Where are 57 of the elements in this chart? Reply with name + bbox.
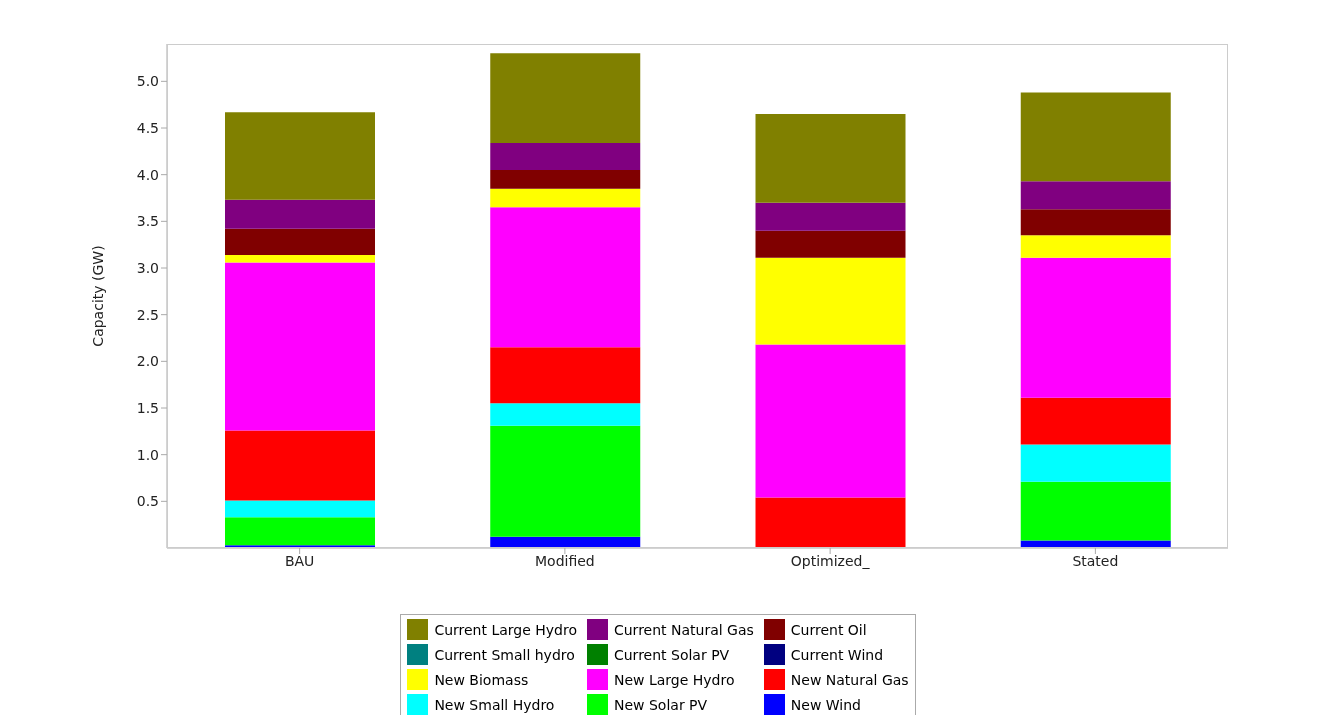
bar [225,199,375,229]
legend-label: Current Large Hydro [434,621,577,638]
bar [755,344,906,498]
y-tick-label: 1.5 [136,399,159,416]
bar [225,517,375,546]
y-tick-label: 3.5 [136,213,159,230]
legend-label: New Biomass [434,671,529,688]
bar [755,257,906,345]
bar [1020,235,1171,258]
bar [1020,92,1171,182]
legend-label: Current Wind [790,646,884,663]
bar [1020,444,1171,482]
legend-label: New Natural Gas [790,671,909,688]
bar [755,202,906,231]
bar [225,254,375,263]
legend-label: New Small Hydro [434,696,555,713]
legend-label: New Large Hydro [613,671,735,688]
legend-label: Current Small hydro [434,646,575,663]
y-tick-label: 0.5 [136,493,159,510]
legend-label: New Solar PV [613,696,708,713]
bar [755,114,906,203]
bar [1020,481,1171,541]
bar [755,497,906,548]
bar [490,170,641,189]
bar [490,53,641,143]
x-tick-label: BAU [284,552,315,569]
y-axis-title: Capacity (GW) [89,245,106,347]
bar [490,188,641,208]
bar [490,347,641,404]
bar [225,112,375,200]
y-tick-label: 2.5 [136,306,159,323]
bar [225,228,375,255]
bar [1020,181,1171,210]
legend-label: Current Natural Gas [613,621,754,638]
y-tick-label: 3.0 [136,259,159,276]
bar [490,142,641,170]
y-tick-label: 2.0 [136,353,159,370]
bar [225,500,375,518]
y-tick-label: 5.0 [136,73,159,90]
bar [490,207,641,348]
bar [490,425,641,537]
y-tick-label: 4.0 [136,166,159,183]
bar [755,230,906,258]
y-tick-label: 1.0 [136,446,159,463]
legend-label: Current Oil [790,621,867,638]
bar [1020,397,1171,445]
bar [225,430,375,501]
x-tick-label: Modified [535,552,595,569]
bar [225,262,375,431]
x-tick-label: Stated [1072,552,1119,569]
y-tick-label: 4.5 [136,119,159,136]
bar [1020,257,1171,398]
legend-label: Current Solar PV [613,646,730,663]
bar [490,403,641,426]
legend-label: New Wind [790,696,861,713]
x-tick-label: Optimized_ [790,552,871,569]
bar [1020,209,1171,236]
